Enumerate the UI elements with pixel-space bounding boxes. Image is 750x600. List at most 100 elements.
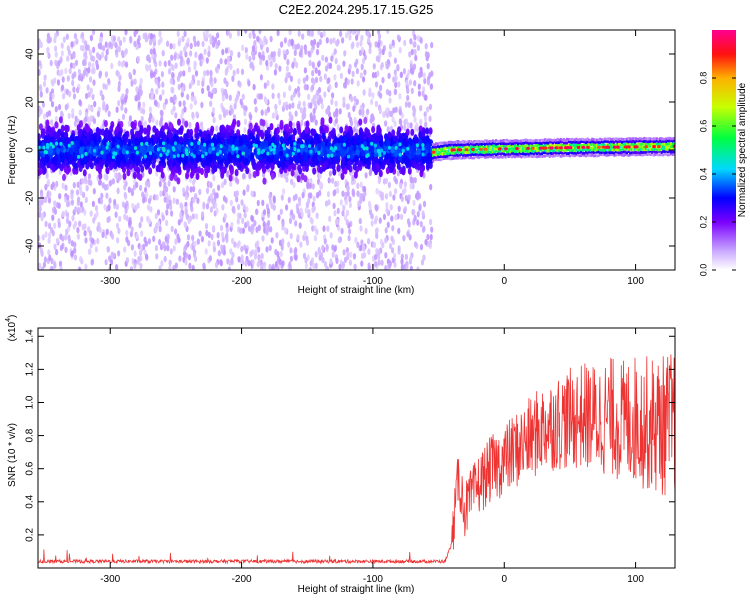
heat-cell	[282, 188, 286, 195]
heat-cell	[285, 204, 289, 211]
heat-cell	[162, 161, 167, 169]
heat-cell	[38, 262, 42, 269]
heat-cell	[340, 162, 345, 170]
heat-cell	[204, 248, 208, 255]
heat-cell	[224, 47, 229, 54]
heat-cell	[176, 177, 181, 185]
heat-cell	[381, 241, 385, 249]
heat-cell	[225, 226, 229, 234]
heat-cell	[136, 38, 140, 45]
heat-cell	[102, 83, 106, 90]
heat-cell	[298, 222, 302, 229]
heat-cell	[38, 211, 42, 218]
heat-cell	[92, 46, 96, 53]
heat-cell	[152, 156, 157, 164]
heat-cell	[263, 82, 267, 89]
heat-cell	[213, 139, 218, 147]
heat-cell	[264, 38, 268, 45]
heat-cell	[287, 71, 291, 79]
heat-cell	[239, 98, 243, 106]
heat-cell	[257, 254, 261, 261]
heat-cell	[219, 260, 223, 267]
heat-cell	[307, 197, 311, 204]
heat-cell	[377, 259, 381, 266]
heat-cell	[196, 238, 200, 245]
heat-cell	[316, 89, 320, 96]
heat-cell	[264, 140, 269, 148]
heat-cell	[172, 245, 176, 252]
heat-cell	[288, 217, 293, 224]
heat-cell	[284, 159, 289, 167]
heat-cell	[164, 98, 168, 105]
heat-cell	[180, 113, 184, 120]
heat-cell	[323, 91, 327, 98]
heat-cell	[64, 234, 68, 241]
heat-cell	[314, 133, 319, 141]
heat-cell	[204, 223, 209, 230]
heat-cell	[264, 130, 269, 138]
heat-cell	[229, 167, 234, 175]
heat-cell	[68, 220, 72, 227]
heat-cell	[244, 260, 248, 267]
heat-cell	[384, 265, 388, 270]
heat-cell	[38, 234, 41, 242]
heat-cell	[298, 200, 302, 207]
heat-cell	[251, 64, 255, 71]
heat-cell	[260, 141, 265, 149]
heat-cell	[82, 169, 87, 177]
heat-cell	[98, 72, 102, 79]
heat-cell	[123, 246, 127, 253]
heat-cell	[354, 237, 358, 244]
heat-cell	[130, 128, 135, 136]
heat-cell	[40, 250, 44, 257]
heat-cell	[400, 263, 404, 270]
heat-cell	[358, 109, 362, 116]
heat-cell	[71, 79, 75, 87]
heat-cell	[42, 166, 47, 174]
heat-cell	[386, 126, 390, 133]
heat-cell	[85, 70, 89, 78]
heat-cell	[187, 217, 191, 224]
heat-cell	[103, 203, 107, 211]
heat-cell	[59, 244, 64, 252]
heat-cell	[256, 240, 260, 247]
heat-cell	[50, 79, 54, 86]
heat-cell	[255, 208, 259, 215]
heat-cell	[205, 203, 210, 210]
heat-cell	[140, 216, 144, 223]
heat-cell	[201, 211, 205, 218]
heat-cell	[139, 90, 143, 97]
heat-cell	[166, 244, 170, 252]
heat-cell	[47, 249, 51, 256]
heat-cell	[90, 258, 95, 265]
heat-cell	[158, 265, 162, 270]
heat-cell	[186, 93, 190, 101]
heat-cell	[48, 191, 52, 198]
heat-cell	[345, 219, 349, 226]
heat-cell	[321, 132, 326, 140]
heat-cell	[382, 213, 387, 220]
heat-cell	[364, 227, 368, 235]
heat-cell	[397, 205, 401, 212]
heat-cell	[139, 124, 144, 133]
heat-cell	[351, 70, 355, 78]
heat-cell	[74, 220, 78, 227]
heat-cell	[375, 227, 379, 234]
heat-cell	[341, 210, 345, 217]
heat-cell	[149, 112, 153, 119]
heat-cell	[211, 225, 216, 232]
heat-cell	[170, 210, 174, 217]
heat-cell	[422, 72, 426, 79]
heat-cell	[132, 171, 137, 179]
heat-cell	[219, 224, 224, 232]
heat-cell	[280, 244, 284, 251]
heat-cell	[138, 173, 143, 181]
heat-cell	[393, 88, 398, 96]
heat-cell	[153, 57, 157, 64]
heat-cell	[413, 116, 417, 123]
heat-cell	[391, 129, 396, 137]
heat-cell	[301, 114, 305, 121]
heat-cell	[361, 110, 365, 118]
heat-cell	[324, 56, 328, 63]
